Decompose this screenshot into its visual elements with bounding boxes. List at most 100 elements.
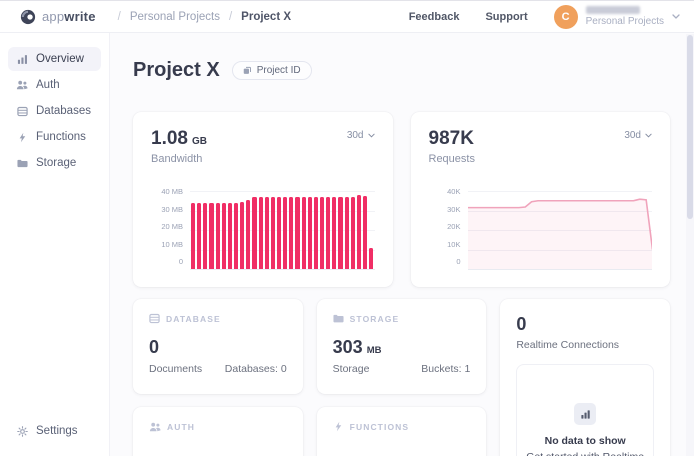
project-id-badge[interactable]: Project ID xyxy=(231,60,312,80)
bandwidth-bar xyxy=(295,196,300,269)
vertical-scrollbar xyxy=(686,34,694,456)
bandwidth-bar xyxy=(246,199,251,269)
bandwidth-yaxis: 40 MB 30 MB 20 MB 10 MB 0 xyxy=(161,187,183,266)
bar-chart-icon xyxy=(16,54,28,65)
requests-line-chart xyxy=(467,191,652,270)
bandwidth-value: 1.08 xyxy=(151,128,188,149)
bandwidth-bar xyxy=(221,202,226,269)
support-link[interactable]: Support xyxy=(485,10,528,23)
sidebar-item-settings[interactable]: Settings xyxy=(8,419,101,443)
lightning-icon xyxy=(333,421,344,432)
bandwidth-card: 1.08 GB Bandwidth 30d xyxy=(133,112,393,287)
bandwidth-bar xyxy=(252,196,257,269)
no-data-text: No data to show xyxy=(544,435,626,447)
bandwidth-bar xyxy=(301,196,306,269)
bandwidth-bar xyxy=(313,196,318,269)
appwrite-logo-icon xyxy=(20,9,36,25)
bandwidth-bar xyxy=(209,202,214,269)
storage-label: Storage xyxy=(332,363,370,375)
appwrite-wordmark: appwrite xyxy=(42,9,96,24)
sidebar-item-label: Auth xyxy=(36,79,60,91)
functions-card: FUNCTIONS xyxy=(316,407,487,456)
buckets-count: Buckets: 1 xyxy=(421,363,471,375)
page-title: Project X xyxy=(133,59,220,81)
storage-card-header: STORAGE xyxy=(349,313,400,324)
chevron-down-icon xyxy=(645,130,652,141)
database-card: DATABASE 0 Documents Databases: 0 xyxy=(133,299,303,394)
auth-card-header: AUTH xyxy=(167,422,196,432)
storage-card: STORAGE 303 MB Storage Buckets: 1 xyxy=(316,299,487,394)
feedback-link[interactable]: Feedback xyxy=(408,10,460,23)
realtime-empty-state: No data to show Get started with Realtim… xyxy=(516,364,654,456)
bandwidth-bar xyxy=(258,196,263,269)
project-id-label: Project ID xyxy=(256,64,301,76)
sidebar-item-auth[interactable]: Auth xyxy=(8,73,101,97)
bandwidth-bar xyxy=(264,196,269,269)
gear-icon xyxy=(16,425,28,437)
account-org-label: Personal Projects xyxy=(585,16,664,27)
database-icon xyxy=(149,313,160,324)
bandwidth-range-dropdown[interactable]: 30d xyxy=(347,128,375,141)
database-icon xyxy=(16,106,28,117)
sidebar-item-storage[interactable]: Storage xyxy=(8,151,101,175)
avatar: C xyxy=(553,4,578,29)
bandwidth-bar-chart xyxy=(190,191,375,270)
bandwidth-bar xyxy=(326,196,331,269)
account-menu[interactable]: C Personal Projects xyxy=(553,4,680,29)
sidebar-item-label: Databases xyxy=(36,105,91,117)
storage-value: 303 xyxy=(332,337,363,357)
bandwidth-bar xyxy=(203,202,208,269)
realtime-card: 0 Realtime Connections No data to show G… xyxy=(500,299,670,456)
chevron-down-icon xyxy=(672,14,680,19)
bandwidth-bar xyxy=(369,247,374,269)
sidebar-item-label: Overview xyxy=(36,53,84,65)
breadcrumb-separator: / xyxy=(117,10,121,23)
realtime-count: 0 xyxy=(516,314,527,334)
bandwidth-bar xyxy=(332,196,337,269)
bandwidth-bar xyxy=(240,201,245,269)
bandwidth-bar xyxy=(197,202,202,269)
scrollbar-thumb[interactable] xyxy=(687,35,693,219)
users-icon xyxy=(149,421,161,433)
bandwidth-label: Bandwidth xyxy=(151,153,203,165)
requests-value: 987K xyxy=(428,128,474,149)
bandwidth-bar xyxy=(289,196,294,269)
bandwidth-bar xyxy=(276,196,282,269)
top-header: appwrite / Personal Projects / Project X… xyxy=(0,1,694,33)
bandwidth-bar xyxy=(191,202,196,269)
bandwidth-bar xyxy=(283,196,288,269)
database-card-header: DATABASE xyxy=(166,313,221,324)
breadcrumb: / Personal Projects / Project X xyxy=(118,11,291,23)
redacted-username xyxy=(585,6,640,14)
folder-icon xyxy=(333,313,344,324)
folder-icon xyxy=(16,158,28,169)
get-started-realtime-link[interactable]: Get started with Realtime xyxy=(526,451,644,456)
appwrite-logo[interactable]: appwrite xyxy=(20,9,96,25)
sidebar-item-databases[interactable]: Databases xyxy=(8,99,101,123)
bandwidth-bar xyxy=(233,202,239,269)
documents-label: Documents xyxy=(149,363,203,375)
functions-card-header: FUNCTIONS xyxy=(349,421,410,432)
breadcrumb-current[interactable]: Project X xyxy=(241,10,292,23)
bandwidth-bar xyxy=(356,194,361,269)
requests-label: Requests xyxy=(428,153,475,165)
databases-count: Databases: 0 xyxy=(224,363,287,375)
breadcrumb-separator: / xyxy=(228,10,233,23)
sidebar-item-overview[interactable]: Overview xyxy=(8,47,101,71)
bandwidth-bar xyxy=(362,195,368,269)
bandwidth-bar xyxy=(350,196,355,269)
sidebar-item-label: Functions xyxy=(36,131,86,143)
breadcrumb-parent[interactable]: Personal Projects xyxy=(129,10,220,23)
bandwidth-bar xyxy=(227,202,233,269)
bandwidth-unit: GB xyxy=(191,136,207,147)
requests-yaxis: 40K 30K 20K 10K 0 xyxy=(447,187,461,266)
requests-range-dropdown[interactable]: 30d xyxy=(624,128,652,141)
chevron-down-icon xyxy=(367,130,375,141)
sidebar: Overview Auth Databases Functions Storage xyxy=(0,33,110,456)
lightning-icon xyxy=(16,132,28,143)
documents-count: 0 xyxy=(149,337,160,357)
realtime-label: Realtime Connections xyxy=(516,339,620,351)
sidebar-item-functions[interactable]: Functions xyxy=(8,125,101,149)
sidebar-item-label: Settings xyxy=(36,425,78,437)
